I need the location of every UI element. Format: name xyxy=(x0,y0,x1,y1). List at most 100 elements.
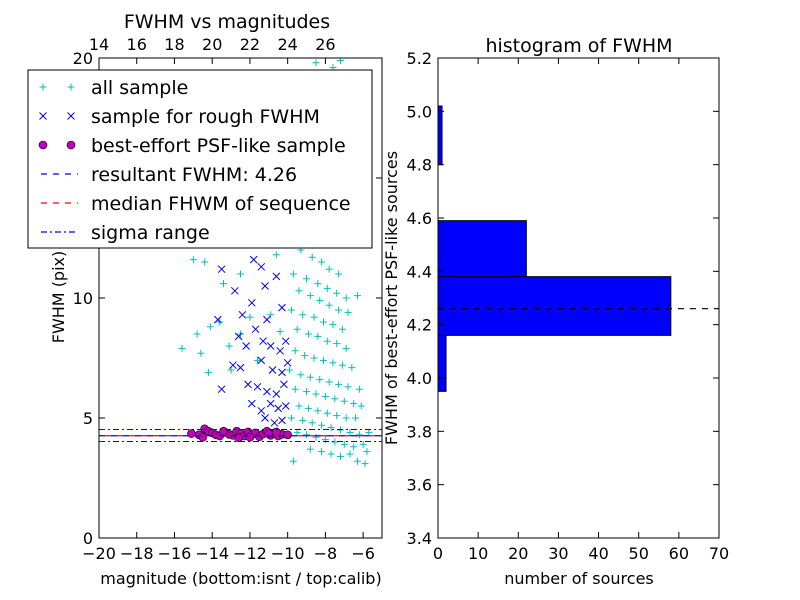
scatter-ytick-label: 5 xyxy=(83,409,93,428)
point-rough-24-b xyxy=(257,356,266,365)
point-all-104 xyxy=(293,428,301,436)
scatter-top-tick-label: 24 xyxy=(277,35,297,54)
point-rough-40 xyxy=(278,416,286,425)
point-all-106 xyxy=(312,433,320,441)
point-rough-8-b xyxy=(247,298,256,307)
histogram-ytick-label: 4.2 xyxy=(407,316,432,335)
point-all-51 xyxy=(293,325,301,333)
point-rough-5-b xyxy=(257,262,266,271)
point-all-56 xyxy=(342,344,350,352)
point-all-74 xyxy=(297,371,305,379)
point-all-28 xyxy=(303,275,311,283)
point-all-92 xyxy=(333,412,341,420)
point-rough-29-b xyxy=(244,380,252,389)
point-rough-17 xyxy=(251,325,260,334)
point-rough-11 xyxy=(214,315,222,324)
legend-marker-0a xyxy=(39,83,47,91)
point-all-102 xyxy=(355,431,363,439)
point-all-33 xyxy=(353,292,361,300)
scatter-ytick-label: 0 xyxy=(83,529,93,548)
right-ylabel: FWHM of best-effort PSF-like sources xyxy=(382,151,401,445)
point-all-21 xyxy=(201,258,209,266)
point-all-31 xyxy=(333,289,341,297)
point-all-90 xyxy=(314,407,322,415)
point-rough-33 xyxy=(280,380,288,389)
legend-label: median FHWM of sequence xyxy=(91,193,351,215)
point-best-29 xyxy=(234,433,243,442)
point-rough-21 xyxy=(281,337,290,346)
point-rough-21-b xyxy=(281,337,290,346)
scatter-xtick-label: −10 xyxy=(271,544,305,563)
point-all-52 xyxy=(304,330,312,338)
point-all-96 xyxy=(299,416,307,424)
scatter-top-tick-label: 22 xyxy=(240,35,260,54)
point-all-117 xyxy=(289,457,297,465)
point-all-110 xyxy=(350,443,358,451)
point-best-25 xyxy=(219,426,228,436)
point-rough-18-b xyxy=(259,337,267,346)
point-all-101 xyxy=(346,428,354,436)
point-all-0 xyxy=(312,59,320,67)
legend-box xyxy=(27,69,373,249)
scatter-xtick-label: −16 xyxy=(158,544,192,563)
point-all-35 xyxy=(295,287,303,295)
point-all-93 xyxy=(342,414,350,422)
point-all-70 xyxy=(204,368,212,376)
histogram-xtick-label: 60 xyxy=(669,544,689,563)
point-rough-34 xyxy=(247,399,256,408)
point-all-75 xyxy=(306,373,314,381)
point-rough-12 xyxy=(238,310,247,319)
scatter-top-tick-label: 18 xyxy=(164,35,184,54)
histogram-plot-area xyxy=(437,105,719,392)
legend-marker-1a-b xyxy=(39,112,47,120)
point-best-23 xyxy=(283,430,292,440)
histogram-panel: histogram of FWHM 0 10 20 30 40 50 60 70 3.4 3.6 3… xyxy=(382,35,729,588)
point-rough-16-b xyxy=(242,342,251,350)
point-all-24 xyxy=(272,251,280,259)
point-all-65 xyxy=(320,356,328,364)
point-all-119 xyxy=(363,448,371,456)
histogram-frame-layer xyxy=(437,57,720,539)
point-rough-40-b xyxy=(278,416,286,425)
point-best-26 xyxy=(245,432,255,442)
point-all-94 xyxy=(352,414,360,422)
point-all-79 xyxy=(344,383,352,391)
point-rough-13-b xyxy=(263,315,271,324)
point-all-59 xyxy=(225,342,233,350)
scatter-xtick-label: −18 xyxy=(120,544,154,563)
legend-marker-2b xyxy=(66,140,76,150)
point-rough-36 xyxy=(266,399,275,408)
point-all-72 xyxy=(253,356,261,364)
histogram-ytick-label: 3.4 xyxy=(407,529,432,548)
point-all-116 xyxy=(346,450,354,458)
point-rough-16 xyxy=(242,342,251,350)
point-all-50 xyxy=(267,311,275,319)
point-all-68 xyxy=(348,364,356,372)
legend-item: sample for rough FWHM xyxy=(39,106,320,128)
point-all-39 xyxy=(335,306,343,314)
point-all-105 xyxy=(303,431,311,439)
histogram-ytick-label: 3.8 xyxy=(407,422,432,441)
point-all-43 xyxy=(320,318,328,326)
point-rough-10-b xyxy=(272,272,281,281)
point-rough-38-b xyxy=(261,414,269,422)
point-all-38 xyxy=(325,301,333,309)
scatter-top-tick-label: 26 xyxy=(315,35,335,54)
point-all-78 xyxy=(335,380,343,388)
histogram-bar-3 xyxy=(437,105,443,166)
point-rough-37 xyxy=(274,404,283,413)
point-all-111 xyxy=(359,440,367,448)
point-rough-13 xyxy=(263,315,271,324)
point-all-67 xyxy=(338,361,346,369)
point-rough-35-b xyxy=(257,406,266,415)
legend-item: median FHWM of sequence xyxy=(41,193,351,215)
point-rough-6 xyxy=(217,265,226,274)
left-ylabel: FWHM (pix) xyxy=(49,251,68,344)
scatter-xtick-label: −20 xyxy=(82,544,116,563)
point-rough-17-b xyxy=(251,325,260,334)
point-all-81 xyxy=(303,388,311,396)
point-rough-22 xyxy=(229,361,237,370)
point-all-17 xyxy=(318,258,326,266)
